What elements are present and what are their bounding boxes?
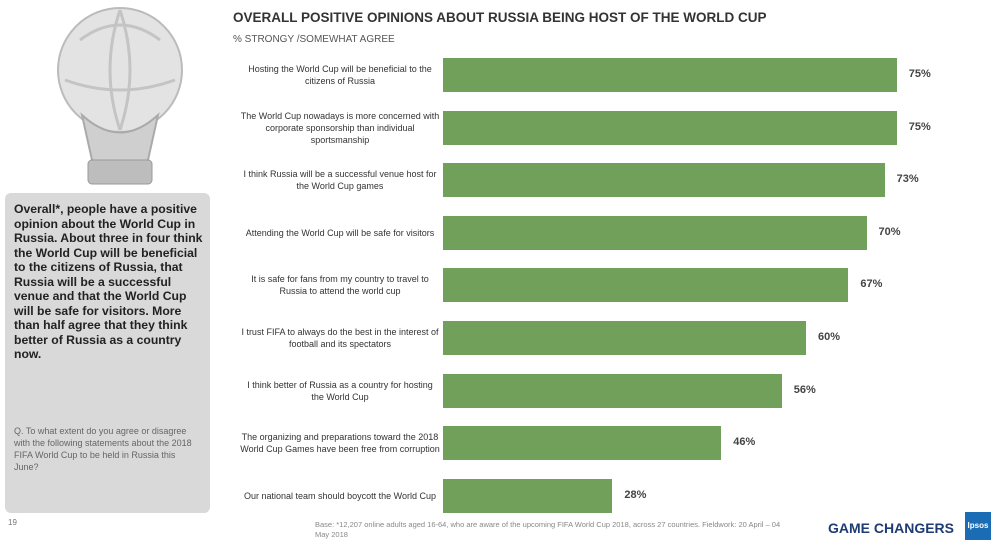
chart-title: OVERALL POSITIVE OPINIONS ABOUT RUSSIA B…: [233, 10, 767, 25]
bar: [443, 373, 782, 408]
bar: [443, 268, 849, 303]
value-label: 46%: [733, 436, 756, 449]
category-label: Hosting the World Cup will be beneficial…: [248, 64, 432, 86]
question-text: Q. To what extent do you agree or disagr…: [14, 426, 192, 472]
bar: [443, 215, 867, 250]
base-note: Base: *12,207 online adults aged 16-64, …: [315, 520, 781, 539]
category-label: I trust FIFA to always do the best in th…: [241, 327, 439, 349]
bar: [443, 478, 613, 513]
summary-text: Overall*, people have a positive opinion…: [14, 202, 203, 361]
value-label: 60%: [818, 331, 841, 343]
category-label: I think better of Russia as a country fo…: [247, 379, 433, 402]
category-label: I think Russia will be a successful venu…: [243, 169, 437, 192]
trophy-illustration: [57, 7, 183, 185]
bar: [443, 110, 897, 145]
chart-subtitle: % STRONGY /SOMEWHAT AGREE: [233, 34, 395, 45]
bar: [443, 321, 806, 355]
value-label: 28%: [624, 488, 647, 501]
value-label: 73%: [896, 173, 919, 186]
page-number: 19: [8, 518, 17, 527]
summary-box: [5, 193, 210, 513]
category-label: The World Cup nowadays is more concerned…: [240, 110, 440, 145]
bar: [443, 58, 897, 92]
category-label: The organizing and preparations toward t…: [240, 432, 440, 455]
bar: [443, 426, 722, 461]
bar: [443, 163, 885, 198]
brand-logo: Ipsos: [965, 512, 991, 540]
value-label: 56%: [793, 383, 816, 396]
category-label: Our national team should boycott the Wor…: [244, 490, 436, 501]
value-label: 75%: [908, 120, 931, 133]
value-label: 70%: [878, 225, 901, 238]
category-label: Attending the World Cup will be safe for…: [245, 227, 435, 238]
value-label: 67%: [860, 278, 883, 291]
brand-tagline: GAME CHANGERS: [828, 520, 955, 536]
category-label: It is safe for fans from my country to t…: [251, 274, 429, 297]
value-label: 75%: [908, 68, 931, 80]
